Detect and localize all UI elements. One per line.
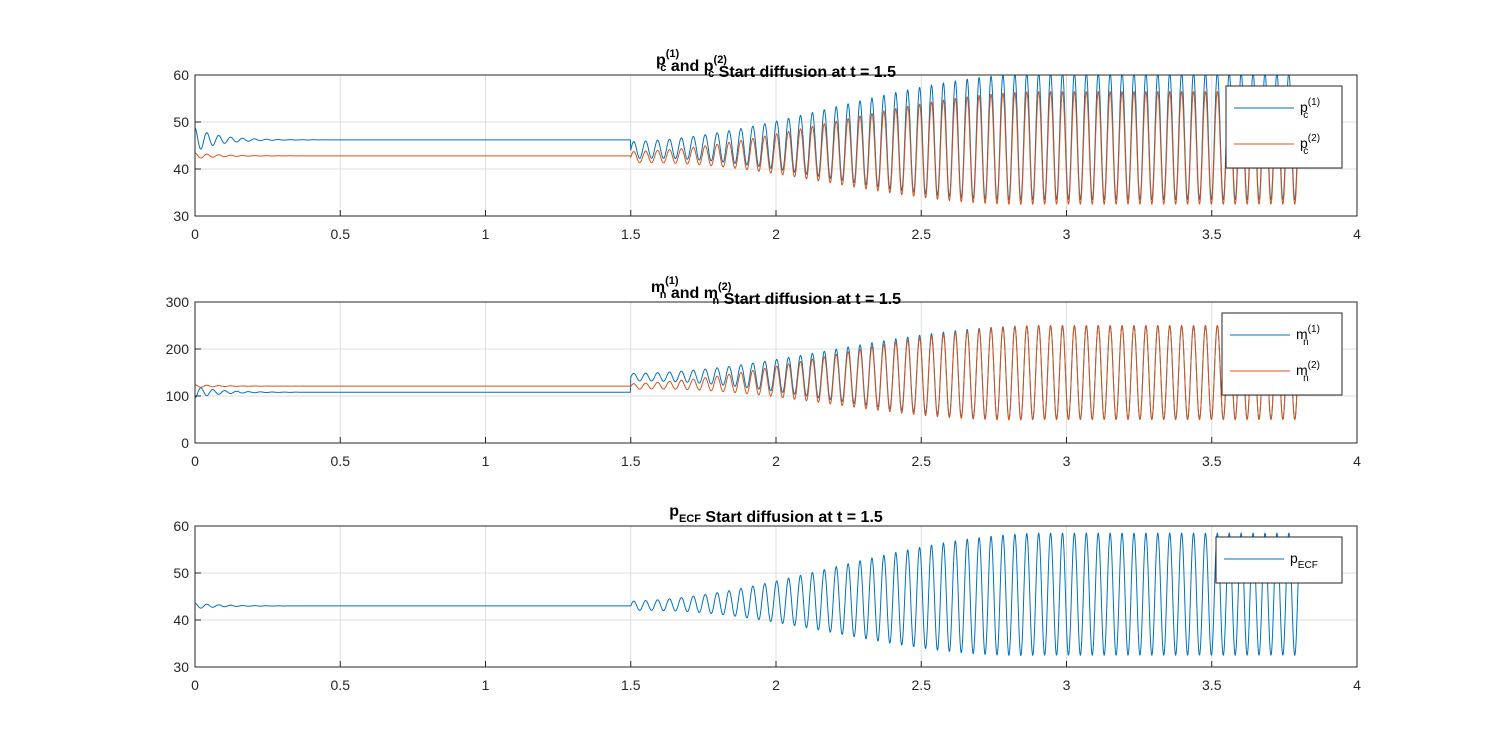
y-tick-label: 40: [173, 161, 189, 177]
chart-title: m(1) n and m(2) n Start diffusion at t = 1…: [651, 275, 901, 308]
x-tick-label: 4: [1353, 677, 1361, 693]
x-tick-label: 1: [482, 453, 490, 469]
legend: p(1) c p(2) c: [1225, 85, 1343, 169]
x-tick-label: 0: [191, 226, 199, 242]
x-tick-label: 4: [1353, 226, 1361, 242]
x-tick-label: 3.5: [1202, 677, 1222, 693]
y-tick-label: 40: [173, 612, 189, 628]
x-tick-label: 2.5: [912, 453, 932, 469]
series-line-2: [194, 90, 1300, 205]
panel-pecf: 0 0.5 1 1.5 2 2.5 3 3.5 4 30 40 50 60 pECF Start diff…: [173, 503, 1361, 693]
y-tick-label: 200: [166, 341, 190, 357]
x-tick-label: 2: [772, 226, 780, 242]
x-tick-label: 1: [482, 677, 490, 693]
x-tick-label: 4: [1353, 453, 1361, 469]
x-tick-label: 2.5: [912, 677, 932, 693]
legend-box: [1221, 312, 1343, 396]
x-tick-label: 0.5: [331, 677, 351, 693]
legend: pECF: [1215, 536, 1343, 584]
x-tick-label: 1.5: [621, 677, 641, 693]
chart-title: p(1) c and p(2) c Start diffusion at t = 1…: [656, 48, 896, 81]
x-tick-label: 0.5: [331, 226, 351, 242]
series-line-2: [194, 325, 1300, 421]
x-tick-label: 1.5: [621, 226, 641, 242]
y-tick-label: 50: [173, 114, 189, 130]
y-tick-label: 0: [181, 435, 189, 451]
x-tick-label: 2: [772, 677, 780, 693]
x-tick-label: 3.5: [1202, 453, 1222, 469]
legend-box: [1225, 85, 1343, 169]
legend-box: [1215, 536, 1343, 584]
legend-label: pECF: [1290, 550, 1318, 571]
legend: m(1) n m(2) n: [1221, 312, 1343, 396]
legend-label: p(2) c: [1300, 133, 1320, 157]
x-tick-label: 0: [191, 677, 199, 693]
y-tick-label: 300: [166, 294, 190, 310]
x-tick-label: 0.5: [331, 453, 351, 469]
x-tick-label: 3: [1063, 453, 1071, 469]
panel-mn: 0 0.5 1 1.5 2 2.5 3 3.5 4 0 100 200 300 m(1) n and m(2…: [166, 275, 1361, 469]
y-tick-label: 30: [173, 208, 189, 224]
y-tick-label: 30: [173, 659, 189, 675]
x-tick-label: 1.5: [621, 453, 641, 469]
y-tick-label: 100: [166, 388, 190, 404]
chart-title: pECF Start diffusion at t = 1.5: [669, 503, 883, 526]
y-tick-label: 50: [173, 565, 189, 581]
x-tick-label: 2: [772, 453, 780, 469]
y-tick-label: 60: [173, 67, 189, 83]
legend-label: p(1) c: [1300, 97, 1320, 121]
x-tick-label: 3: [1063, 226, 1071, 242]
x-tick-label: 2.5: [912, 226, 932, 242]
x-tick-label: 3.5: [1202, 226, 1222, 242]
series-line-1: [194, 532, 1300, 656]
legend-label: m(1) n: [1296, 324, 1320, 348]
y-tick-label: 60: [173, 518, 189, 534]
panel-pc: 0 0.5 1 1.5 2 2.5 3 3.5 4 30 40 50 60 p(1) c and p(2) c…: [173, 48, 1361, 242]
x-tick-label: 3: [1063, 677, 1071, 693]
legend-label: m(2) n: [1296, 360, 1320, 384]
x-tick-label: 0: [191, 453, 199, 469]
x-tick-label: 1: [482, 226, 490, 242]
